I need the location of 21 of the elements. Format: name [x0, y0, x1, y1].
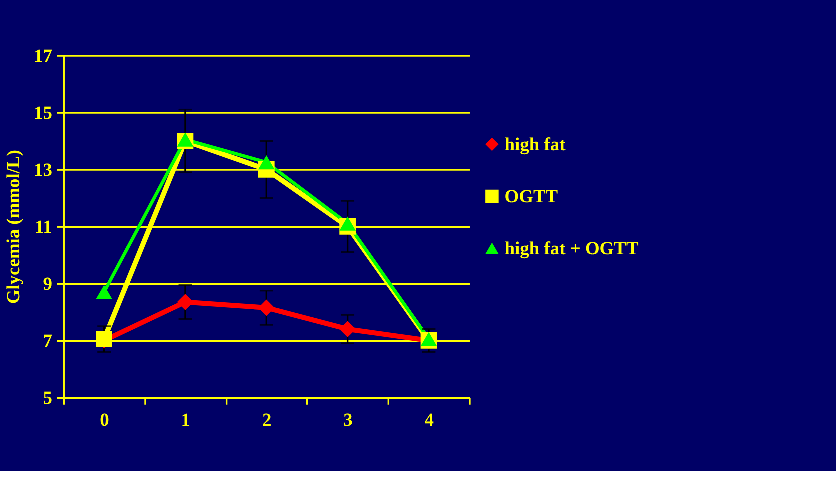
y-axis-title: Glycemia (mmol/L) — [4, 150, 24, 304]
x-tick-label: 3 — [344, 410, 353, 430]
x-tick-label: 1 — [181, 410, 191, 430]
y-tick-label: 15 — [34, 102, 52, 123]
y-tick-label: 17 — [34, 46, 52, 66]
y-tick-label: 11 — [34, 216, 52, 237]
legend-label: OGTT — [504, 186, 559, 206]
legend-label: high fat + OGTT — [504, 238, 640, 260]
y-tick-label: 9 — [43, 274, 52, 294]
point — [96, 285, 112, 300]
point — [177, 294, 194, 310]
point — [340, 216, 356, 231]
y-tick-label: 13 — [34, 160, 52, 180]
y-tick-label: 5 — [43, 388, 52, 408]
point — [258, 155, 275, 170]
point — [340, 321, 356, 338]
legend-label: high fat — [504, 134, 567, 156]
x-tick-label: 0 — [100, 410, 110, 430]
x-tick-label: 4 — [424, 410, 434, 430]
y-tick-label: 7 — [43, 331, 52, 352]
x-tick-label: 2 — [262, 410, 272, 430]
